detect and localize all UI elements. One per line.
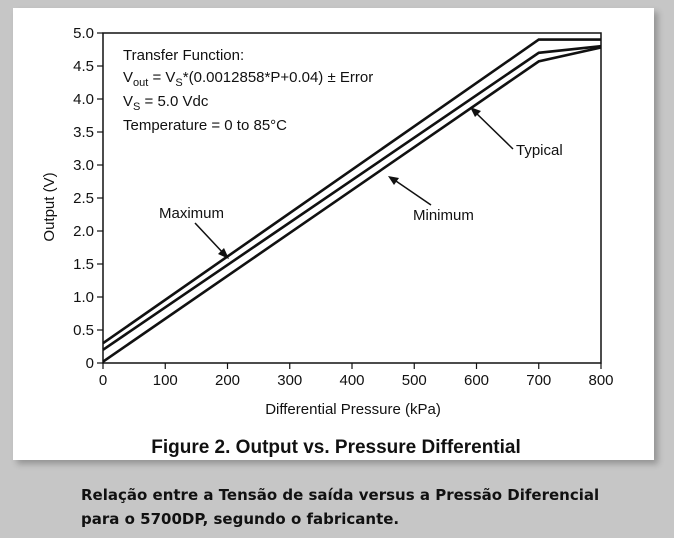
y-tick-labels: 0 0.5 1.0 1.5 2.0 2.5 3.0 3.5 4.0 4.5 5.0	[73, 25, 94, 372]
temperature-note: Temperature = 0 to 85°C	[123, 117, 287, 134]
x-tick-label: 800	[588, 372, 613, 389]
annotation-arrows	[194, 107, 514, 259]
maximum-label-background	[157, 202, 229, 222]
x-tick-label: 600	[464, 372, 489, 389]
annotation-background	[116, 40, 311, 138]
figure-title: Figure 2. Output vs. Pressure Differenti…	[151, 437, 521, 458]
label-maximum: Maximum	[159, 205, 224, 222]
x-tick-label: 400	[339, 372, 364, 389]
y-tick-label: 4.0	[73, 91, 94, 108]
arrow-typical	[473, 110, 514, 150]
x-axis-label: Differential Pressure (kPa)	[265, 401, 441, 418]
arrow-typical-head	[470, 107, 481, 117]
x-tick-label: 500	[402, 372, 427, 389]
label-typical: Typical	[516, 142, 563, 159]
arrow-maximum	[194, 222, 226, 256]
y-tick-label: 0.5	[73, 322, 94, 339]
y-tick-label: 1.0	[73, 289, 94, 306]
arrow-minimum-head	[388, 176, 399, 185]
y-tick-label: 0	[86, 355, 94, 372]
y-tick-label: 3.5	[73, 124, 94, 141]
y-axis-label: Output (V)	[41, 172, 58, 241]
series-line-typical	[102, 44, 602, 351]
axis-ticks	[97, 32, 602, 369]
y-tick-label: 4.5	[73, 58, 94, 75]
series-line-minimum	[102, 46, 602, 363]
series-line-maximum	[102, 38, 601, 345]
x-tick-labels: 0 100 200 300 400 500 600 700 800	[99, 372, 614, 389]
x-tick-label: 700	[526, 372, 551, 389]
minimum-label-background	[411, 204, 479, 224]
transfer-function-title: Transfer Function:	[123, 47, 244, 64]
y-tick-label: 2.5	[73, 190, 94, 207]
x-tick-label: 0	[99, 372, 107, 389]
y-tick-label: 5.0	[73, 25, 94, 42]
supply-voltage-note: VS = 5.0 Vdc	[123, 93, 209, 113]
plot-lines	[102, 38, 602, 363]
y-tick-label: 2.0	[73, 223, 94, 240]
transfer-function-equation: Vout = VS*(0.0012858*P+0.04) ± Error	[123, 69, 373, 89]
caption: Relação entre a Tensão de saída versus a…	[81, 486, 600, 528]
y-tick-label: 3.0	[73, 157, 94, 174]
arrow-minimum	[392, 178, 432, 206]
figure-panel: 0 100 200 300 400 500 600 700 800 0 0.5 1.0 1.5 2.0 2…	[13, 8, 654, 460]
x-tick-label: 300	[277, 372, 302, 389]
chart: 0 100 200 300 400 500 600 700 800 0 0.5 1.0 1.5 2.0 2…	[41, 25, 614, 458]
arrow-maximum-head	[218, 248, 229, 259]
x-tick-label: 100	[153, 372, 178, 389]
label-minimum: Minimum	[413, 207, 474, 224]
x-tick-label: 200	[215, 372, 240, 389]
transfer-function-note: Transfer Function: Vout = VS*(0.0012858*…	[116, 40, 373, 138]
typical-label-background	[513, 139, 569, 159]
y-tick-label: 1.5	[73, 256, 94, 273]
